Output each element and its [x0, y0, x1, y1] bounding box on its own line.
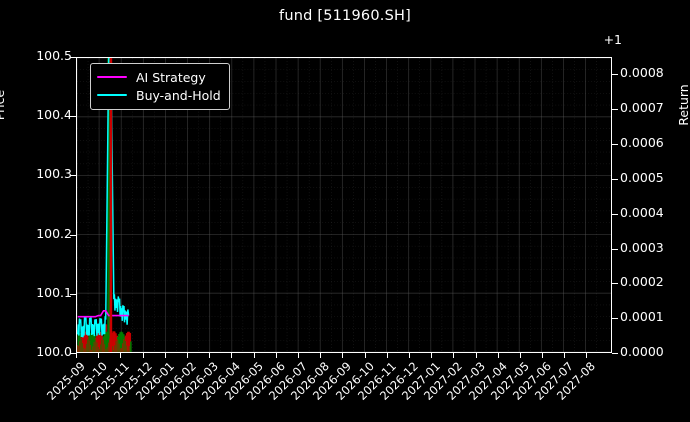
x-tick-mark [231, 353, 233, 358]
y-tick-label-return: 0.0004 [620, 204, 664, 220]
legend-item-ai-strategy[interactable]: AI Strategy [97, 68, 221, 86]
y-tick-label-return: 0.0000 [620, 344, 664, 359]
y-tick-mark-left [70, 116, 76, 118]
plot-area[interactable]: AI Strategy Buy-and-Hold [76, 57, 612, 353]
x-tick-mark [320, 353, 322, 358]
x-tick-mark [342, 353, 344, 358]
y-tick-label-price: 100.1 [36, 284, 72, 300]
y-tick-mark-right [612, 248, 618, 250]
y-tick-label-return: 0.0001 [620, 309, 664, 325]
y-axis-label-price: Price [0, 89, 7, 121]
y-tick-label-price: 100.3 [36, 166, 72, 182]
y-tick-label-return: 0.0003 [620, 239, 664, 255]
y-tick-label-return: 0.0008 [620, 65, 664, 81]
y-tick-mark-right [612, 353, 618, 354]
x-tick-mark [542, 353, 544, 358]
x-tick-mark [519, 353, 521, 358]
y-tick-mark-left [70, 293, 76, 295]
x-tick-mark [408, 353, 410, 358]
legend-swatch-ai-strategy [97, 75, 127, 79]
y-tick-label-price: 100.2 [36, 225, 72, 241]
x-tick-mark [497, 353, 499, 358]
data-series-layer [77, 58, 132, 352]
x-tick-mark [386, 353, 388, 358]
x-tick-mark [253, 353, 255, 358]
legend-label-ai-strategy: AI Strategy [136, 69, 206, 85]
y-tick-mark-left [70, 353, 76, 354]
x-tick-mark [186, 353, 188, 358]
y-tick-mark-right [612, 74, 618, 76]
y-tick-label-price: 100.0 [36, 344, 72, 359]
y-tick-mark-right [612, 318, 618, 320]
x-tick-mark [297, 353, 299, 358]
x-tick-mark [76, 353, 77, 358]
y-tick-mark-left [70, 234, 76, 236]
x-tick-mark [142, 353, 144, 358]
y-tick-label-price: 100.4 [36, 107, 72, 123]
y-tick-mark-right [612, 144, 618, 146]
chart-legend[interactable]: AI Strategy Buy-and-Hold [90, 63, 230, 110]
x-tick-mark [475, 353, 477, 358]
y-tick-mark-right [612, 178, 618, 180]
legend-item-buy-and-hold[interactable]: Buy-and-Hold [97, 86, 221, 104]
y-tick-mark-left [70, 57, 76, 58]
x-tick-mark [431, 353, 433, 358]
y-tick-label-return: 0.0007 [620, 100, 664, 116]
x-tick-mark [120, 353, 122, 358]
y-tick-mark-left [70, 175, 76, 177]
y-tick-label-return: 0.0005 [620, 169, 664, 185]
x-tick-mark [98, 353, 100, 358]
y-tick-mark-right [612, 109, 618, 111]
x-tick-mark [453, 353, 455, 358]
x-tick-mark [364, 353, 366, 358]
x-tick-mark [209, 353, 211, 358]
y-tick-label-return: 0.0006 [620, 135, 664, 151]
x-tick-mark [586, 353, 588, 358]
y-tick-label-return: 0.0002 [620, 274, 664, 290]
y-axis-label-return: Return [676, 84, 690, 126]
y-tick-mark-right [612, 283, 618, 285]
legend-swatch-buy-and-hold [97, 93, 127, 97]
x-tick-mark [564, 353, 566, 358]
chart-title: fund [511960.SH] [279, 8, 411, 24]
x-tick-mark [164, 353, 166, 358]
y-tick-label-price: 100.5 [36, 48, 72, 63]
right-axis-offset-label: +1 [603, 32, 622, 47]
x-tick-mark [275, 353, 277, 358]
legend-label-buy-and-hold: Buy-and-Hold [136, 87, 221, 103]
y-tick-mark-right [612, 213, 618, 215]
